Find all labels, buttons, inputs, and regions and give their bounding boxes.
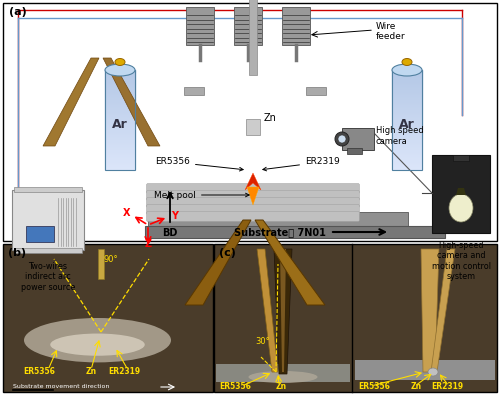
FancyBboxPatch shape [146, 205, 360, 214]
Polygon shape [247, 187, 259, 205]
Polygon shape [456, 188, 466, 195]
Polygon shape [274, 249, 292, 374]
Text: Substrate： 7N01: Substrate： 7N01 [234, 227, 326, 237]
Text: ER5356: ER5356 [23, 367, 55, 376]
Bar [3, 244, 213, 392]
Bar [246, 119, 260, 135]
Bar [145, 226, 445, 238]
Bar [306, 87, 326, 95]
FancyBboxPatch shape [146, 211, 360, 222]
Bar [392, 70, 422, 170]
Text: (c): (c) [219, 248, 236, 258]
Bar [3, 3, 497, 241]
Ellipse shape [392, 64, 422, 76]
Bar [282, 7, 310, 45]
Polygon shape [103, 58, 160, 146]
Polygon shape [431, 249, 455, 372]
Polygon shape [257, 249, 278, 372]
Text: Wire
feeder: Wire feeder [376, 22, 406, 41]
Text: Two-wires
indirect arc
power source: Two-wires indirect arc power source [21, 262, 75, 292]
Bar [26, 226, 54, 242]
Text: Substrate movement direction: Substrate movement direction [13, 384, 110, 389]
Text: Y: Y [171, 211, 178, 221]
Polygon shape [421, 249, 439, 372]
Ellipse shape [24, 318, 171, 362]
Text: ER2319: ER2319 [431, 382, 463, 391]
Text: ER5356: ER5356 [219, 382, 251, 391]
FancyBboxPatch shape [146, 184, 360, 194]
Text: Melt pool: Melt pool [154, 190, 249, 199]
Text: 30°: 30° [255, 337, 270, 346]
Text: Zn: Zn [411, 382, 422, 391]
Ellipse shape [449, 194, 473, 222]
Text: Ar: Ar [399, 118, 415, 132]
Bar [186, 7, 214, 45]
Bar [432, 155, 490, 233]
FancyBboxPatch shape [146, 190, 360, 201]
Polygon shape [255, 220, 325, 305]
Text: 90°: 90° [103, 255, 118, 264]
Text: ER5356: ER5356 [155, 158, 243, 171]
Ellipse shape [115, 58, 125, 66]
Bar [14, 187, 82, 192]
Ellipse shape [50, 333, 145, 356]
Polygon shape [185, 220, 251, 305]
Ellipse shape [335, 132, 349, 146]
Bar [184, 87, 204, 95]
Text: Zn: Zn [264, 113, 277, 123]
Bar [234, 7, 262, 45]
Text: Z: Z [144, 239, 152, 249]
Text: High-speed
camera and
motion control
system: High-speed camera and motion control sys… [432, 241, 490, 281]
Text: Ar: Ar [112, 118, 128, 132]
Bar [148, 212, 408, 230]
Bar [355, 360, 495, 380]
Text: Zn: Zn [86, 367, 97, 376]
Ellipse shape [105, 64, 135, 76]
Ellipse shape [248, 371, 318, 383]
Polygon shape [43, 58, 99, 146]
Bar [105, 70, 135, 170]
Text: High speed
camera: High speed camera [376, 126, 424, 146]
Text: ER5356: ER5356 [358, 382, 390, 391]
Bar [98, 249, 104, 279]
Text: (a): (a) [9, 7, 27, 17]
Polygon shape [280, 249, 286, 372]
Bar [214, 244, 497, 392]
Text: ER2319: ER2319 [263, 158, 340, 171]
Text: (b): (b) [8, 248, 26, 258]
Bar [14, 248, 82, 253]
Bar [453, 155, 469, 161]
Text: X: X [122, 208, 130, 218]
Bar [342, 128, 374, 150]
Bar [347, 148, 362, 154]
Text: BD: BD [162, 228, 178, 238]
Bar [216, 364, 350, 382]
Bar [249, 0, 257, 75]
Polygon shape [245, 173, 261, 190]
Ellipse shape [402, 58, 412, 66]
Ellipse shape [428, 368, 438, 376]
Bar [12, 190, 84, 250]
Ellipse shape [338, 135, 346, 143]
FancyBboxPatch shape [146, 198, 360, 207]
Text: Zn: Zn [276, 382, 287, 391]
Text: ER2319: ER2319 [108, 367, 140, 376]
